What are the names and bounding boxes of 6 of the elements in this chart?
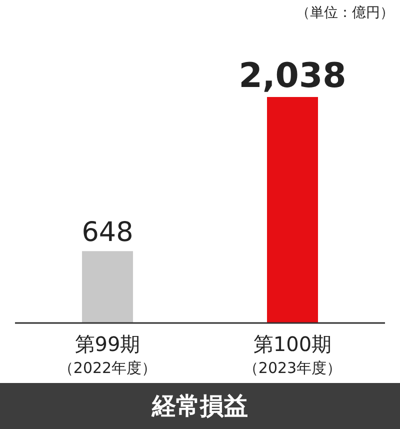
x-tick-label: 第100期（2023年度） (243, 332, 342, 377)
data-label: 2,038 (238, 56, 346, 96)
data-label: 648 (82, 217, 134, 248)
text: 経常損益 (0, 383, 400, 429)
x-tick-label: 第99期（2022年度） (58, 332, 157, 377)
text: （単位：億円） (296, 4, 394, 22)
